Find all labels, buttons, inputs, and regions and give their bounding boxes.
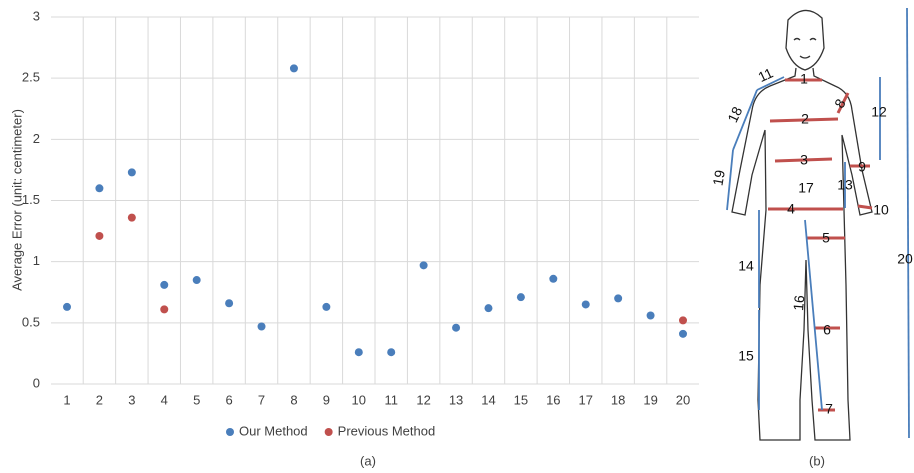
figure: Average Error (unit: centimeter) (a) (b)… <box>0 0 914 473</box>
point <box>647 311 655 319</box>
x-tick-label: 11 <box>384 392 398 407</box>
x-tick-label: 15 <box>514 392 528 407</box>
legend-label: Previous Method <box>338 423 436 438</box>
caption: (b) <box>809 453 825 468</box>
measure-lines <box>727 8 909 438</box>
legend-marker <box>226 428 234 436</box>
point <box>160 305 168 313</box>
measure-label: 18 <box>724 104 745 125</box>
point <box>679 316 687 324</box>
measure-label: 12 <box>871 104 887 120</box>
measure-label: 13 <box>837 177 853 193</box>
point <box>452 324 460 332</box>
measure-label: 14 <box>738 258 754 274</box>
x-tick-label: 3 <box>128 392 135 407</box>
measure-label: 20 <box>897 251 913 267</box>
x-tick-label: 9 <box>323 392 330 407</box>
point <box>225 299 233 307</box>
x-tick-label: 19 <box>643 392 657 407</box>
point <box>582 300 590 308</box>
x-tick-label: 12 <box>416 392 430 407</box>
x-tick-label: 10 <box>352 392 366 407</box>
measure-label: 17 <box>798 180 814 196</box>
y-tick-label: 0.5 <box>22 314 40 329</box>
measure-label: 2 <box>801 111 809 127</box>
point <box>517 293 525 301</box>
x-tick-label: 8 <box>290 392 297 407</box>
point <box>95 232 103 240</box>
point <box>387 348 395 356</box>
legend-label: Our Method <box>239 423 308 438</box>
measure-label: 5 <box>822 230 830 246</box>
point <box>290 64 298 72</box>
y-tick-label: 0 <box>33 375 40 390</box>
measure-label: 4 <box>787 201 795 217</box>
point <box>193 276 201 284</box>
x-tick-label: 16 <box>546 392 560 407</box>
point <box>614 294 622 302</box>
point <box>95 184 103 192</box>
point <box>679 330 687 338</box>
x-tick-label: 7 <box>258 392 265 407</box>
x-tick-label: 6 <box>225 392 232 407</box>
x-tick-label: 18 <box>611 392 625 407</box>
measure-label: 7 <box>825 401 833 417</box>
caption: (a) <box>360 453 376 468</box>
point <box>63 303 71 311</box>
y-tick-label: 1.5 <box>22 192 40 207</box>
measure-label: 9 <box>858 159 866 175</box>
measure-label: 10 <box>873 202 889 218</box>
point <box>128 168 136 176</box>
x-tick-label: 14 <box>481 392 495 407</box>
legend-marker <box>325 428 333 436</box>
x-tick-label: 4 <box>161 392 168 407</box>
y-tick-label: 2 <box>33 131 40 146</box>
measure-label: 3 <box>800 152 808 168</box>
y-tick-label: 3 <box>33 8 40 23</box>
point <box>355 348 363 356</box>
x-tick-label: 13 <box>449 392 463 407</box>
x-tick-label: 2 <box>96 392 103 407</box>
point <box>322 303 330 311</box>
point <box>160 281 168 289</box>
point <box>128 214 136 222</box>
x-tick-label: 5 <box>193 392 200 407</box>
x-tick-label: 1 <box>63 392 70 407</box>
measure-label: 1 <box>800 71 808 87</box>
measure-label: 15 <box>738 348 754 364</box>
x-tick-label: 17 <box>579 392 593 407</box>
point <box>549 275 557 283</box>
y-tick-label: 1 <box>33 253 40 268</box>
point <box>258 323 266 331</box>
y-tick-label: 2.5 <box>22 70 40 85</box>
measure-label: 19 <box>709 169 727 187</box>
point <box>484 304 492 312</box>
x-tick-label: 20 <box>676 392 690 407</box>
point <box>420 261 428 269</box>
measure-label: 16 <box>790 294 807 311</box>
measure-label: 6 <box>823 322 831 338</box>
